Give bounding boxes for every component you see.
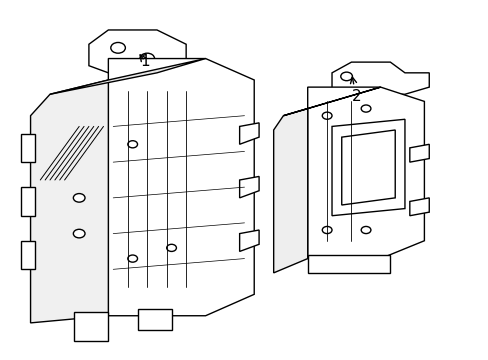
Polygon shape (21, 241, 35, 269)
Text: 2: 2 (350, 77, 360, 104)
Polygon shape (239, 230, 259, 251)
Polygon shape (331, 62, 428, 94)
Circle shape (127, 255, 137, 262)
Circle shape (322, 226, 331, 234)
Polygon shape (239, 123, 259, 144)
Circle shape (127, 141, 137, 148)
Polygon shape (307, 255, 389, 273)
Circle shape (73, 229, 85, 238)
Circle shape (140, 53, 154, 64)
Polygon shape (331, 119, 404, 216)
Circle shape (361, 105, 370, 112)
Circle shape (111, 42, 125, 53)
Polygon shape (409, 198, 428, 216)
Circle shape (322, 112, 331, 119)
Text: 1: 1 (140, 54, 149, 69)
Polygon shape (21, 187, 35, 216)
Polygon shape (137, 309, 171, 330)
Circle shape (340, 72, 352, 81)
Polygon shape (50, 59, 205, 94)
Polygon shape (341, 130, 394, 205)
Polygon shape (307, 87, 424, 258)
Circle shape (73, 194, 85, 202)
Polygon shape (21, 134, 35, 162)
Polygon shape (89, 30, 186, 73)
Circle shape (166, 244, 176, 251)
Circle shape (361, 226, 370, 234)
Polygon shape (283, 87, 380, 116)
Polygon shape (30, 80, 108, 323)
Polygon shape (409, 144, 428, 162)
Polygon shape (239, 176, 259, 198)
Polygon shape (108, 59, 254, 316)
Polygon shape (74, 312, 108, 341)
Polygon shape (273, 109, 307, 273)
